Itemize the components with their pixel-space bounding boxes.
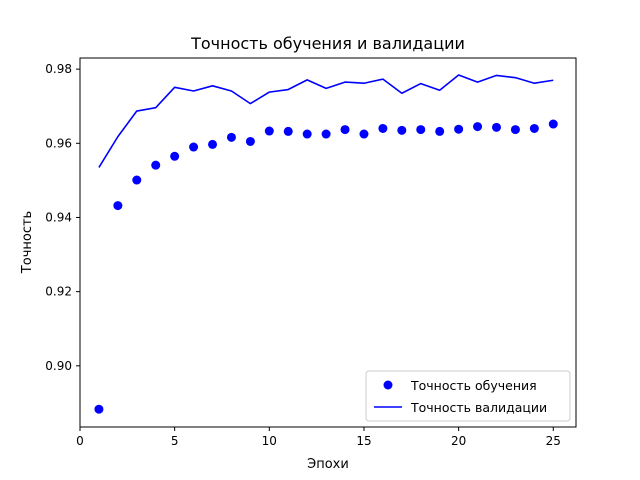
data-point-training — [208, 139, 218, 149]
data-point-training — [132, 175, 142, 185]
data-point-training — [113, 201, 123, 211]
legend-box — [365, 370, 571, 422]
data-point-training — [510, 125, 520, 135]
data-point-training — [226, 132, 236, 142]
x-axis-label: Эпохи — [307, 457, 349, 472]
data-point-training — [435, 126, 445, 136]
data-point-training — [151, 160, 161, 170]
series-points — [94, 119, 558, 414]
x-tick-label: 20 — [451, 434, 466, 448]
axes-frame — [79, 57, 577, 428]
y-tick-label: 0.90 — [45, 359, 72, 373]
plot-area — [79, 57, 577, 428]
data-point-training — [548, 119, 558, 129]
x-axis-ticks: 0 5 10 15 20 25 — [76, 427, 561, 448]
data-point-training — [378, 123, 388, 133]
data-point-training — [416, 125, 426, 135]
y-tick-label: 0.94 — [45, 210, 72, 224]
y-tick-label: 0.96 — [45, 136, 72, 150]
data-point-training — [189, 142, 199, 152]
data-point-training — [473, 122, 483, 132]
series-line-validation — [98, 74, 554, 168]
legend-label-training: Точность обучения — [410, 378, 537, 393]
data-point-training — [302, 129, 312, 139]
y-axis-ticks: 0.90 0.92 0.94 0.96 0.98 — [45, 62, 80, 373]
data-point-training — [491, 122, 501, 132]
data-point-training — [359, 129, 369, 139]
data-point-training — [245, 136, 255, 146]
x-tick-label: 0 — [76, 434, 84, 448]
data-point-training — [397, 125, 407, 135]
data-point-training — [529, 123, 539, 133]
x-tick-label: 10 — [262, 434, 277, 448]
legend-label-validation: Точность валидации — [410, 400, 547, 415]
x-tick-label: 15 — [356, 434, 371, 448]
x-tick-label: 5 — [171, 434, 179, 448]
legend: Точность обучения Точность валидации — [365, 370, 571, 422]
x-tick-label: 25 — [546, 434, 561, 448]
data-point-training — [340, 125, 350, 135]
y-tick-label: 0.98 — [45, 62, 72, 76]
data-point-training — [170, 151, 180, 161]
chart-title: Точность обучения и валидации — [190, 34, 465, 53]
y-tick-label: 0.92 — [45, 285, 72, 299]
data-point-training — [321, 129, 331, 139]
data-point-training — [264, 126, 274, 136]
y-axis-label: Точность — [20, 211, 35, 274]
data-point-training — [454, 124, 464, 134]
legend-marker-training — [383, 380, 393, 390]
data-point-training — [283, 126, 293, 136]
data-point-training — [94, 404, 104, 414]
series-lines — [98, 74, 554, 168]
